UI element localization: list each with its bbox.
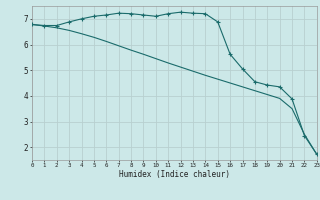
X-axis label: Humidex (Indice chaleur): Humidex (Indice chaleur) (119, 170, 230, 179)
